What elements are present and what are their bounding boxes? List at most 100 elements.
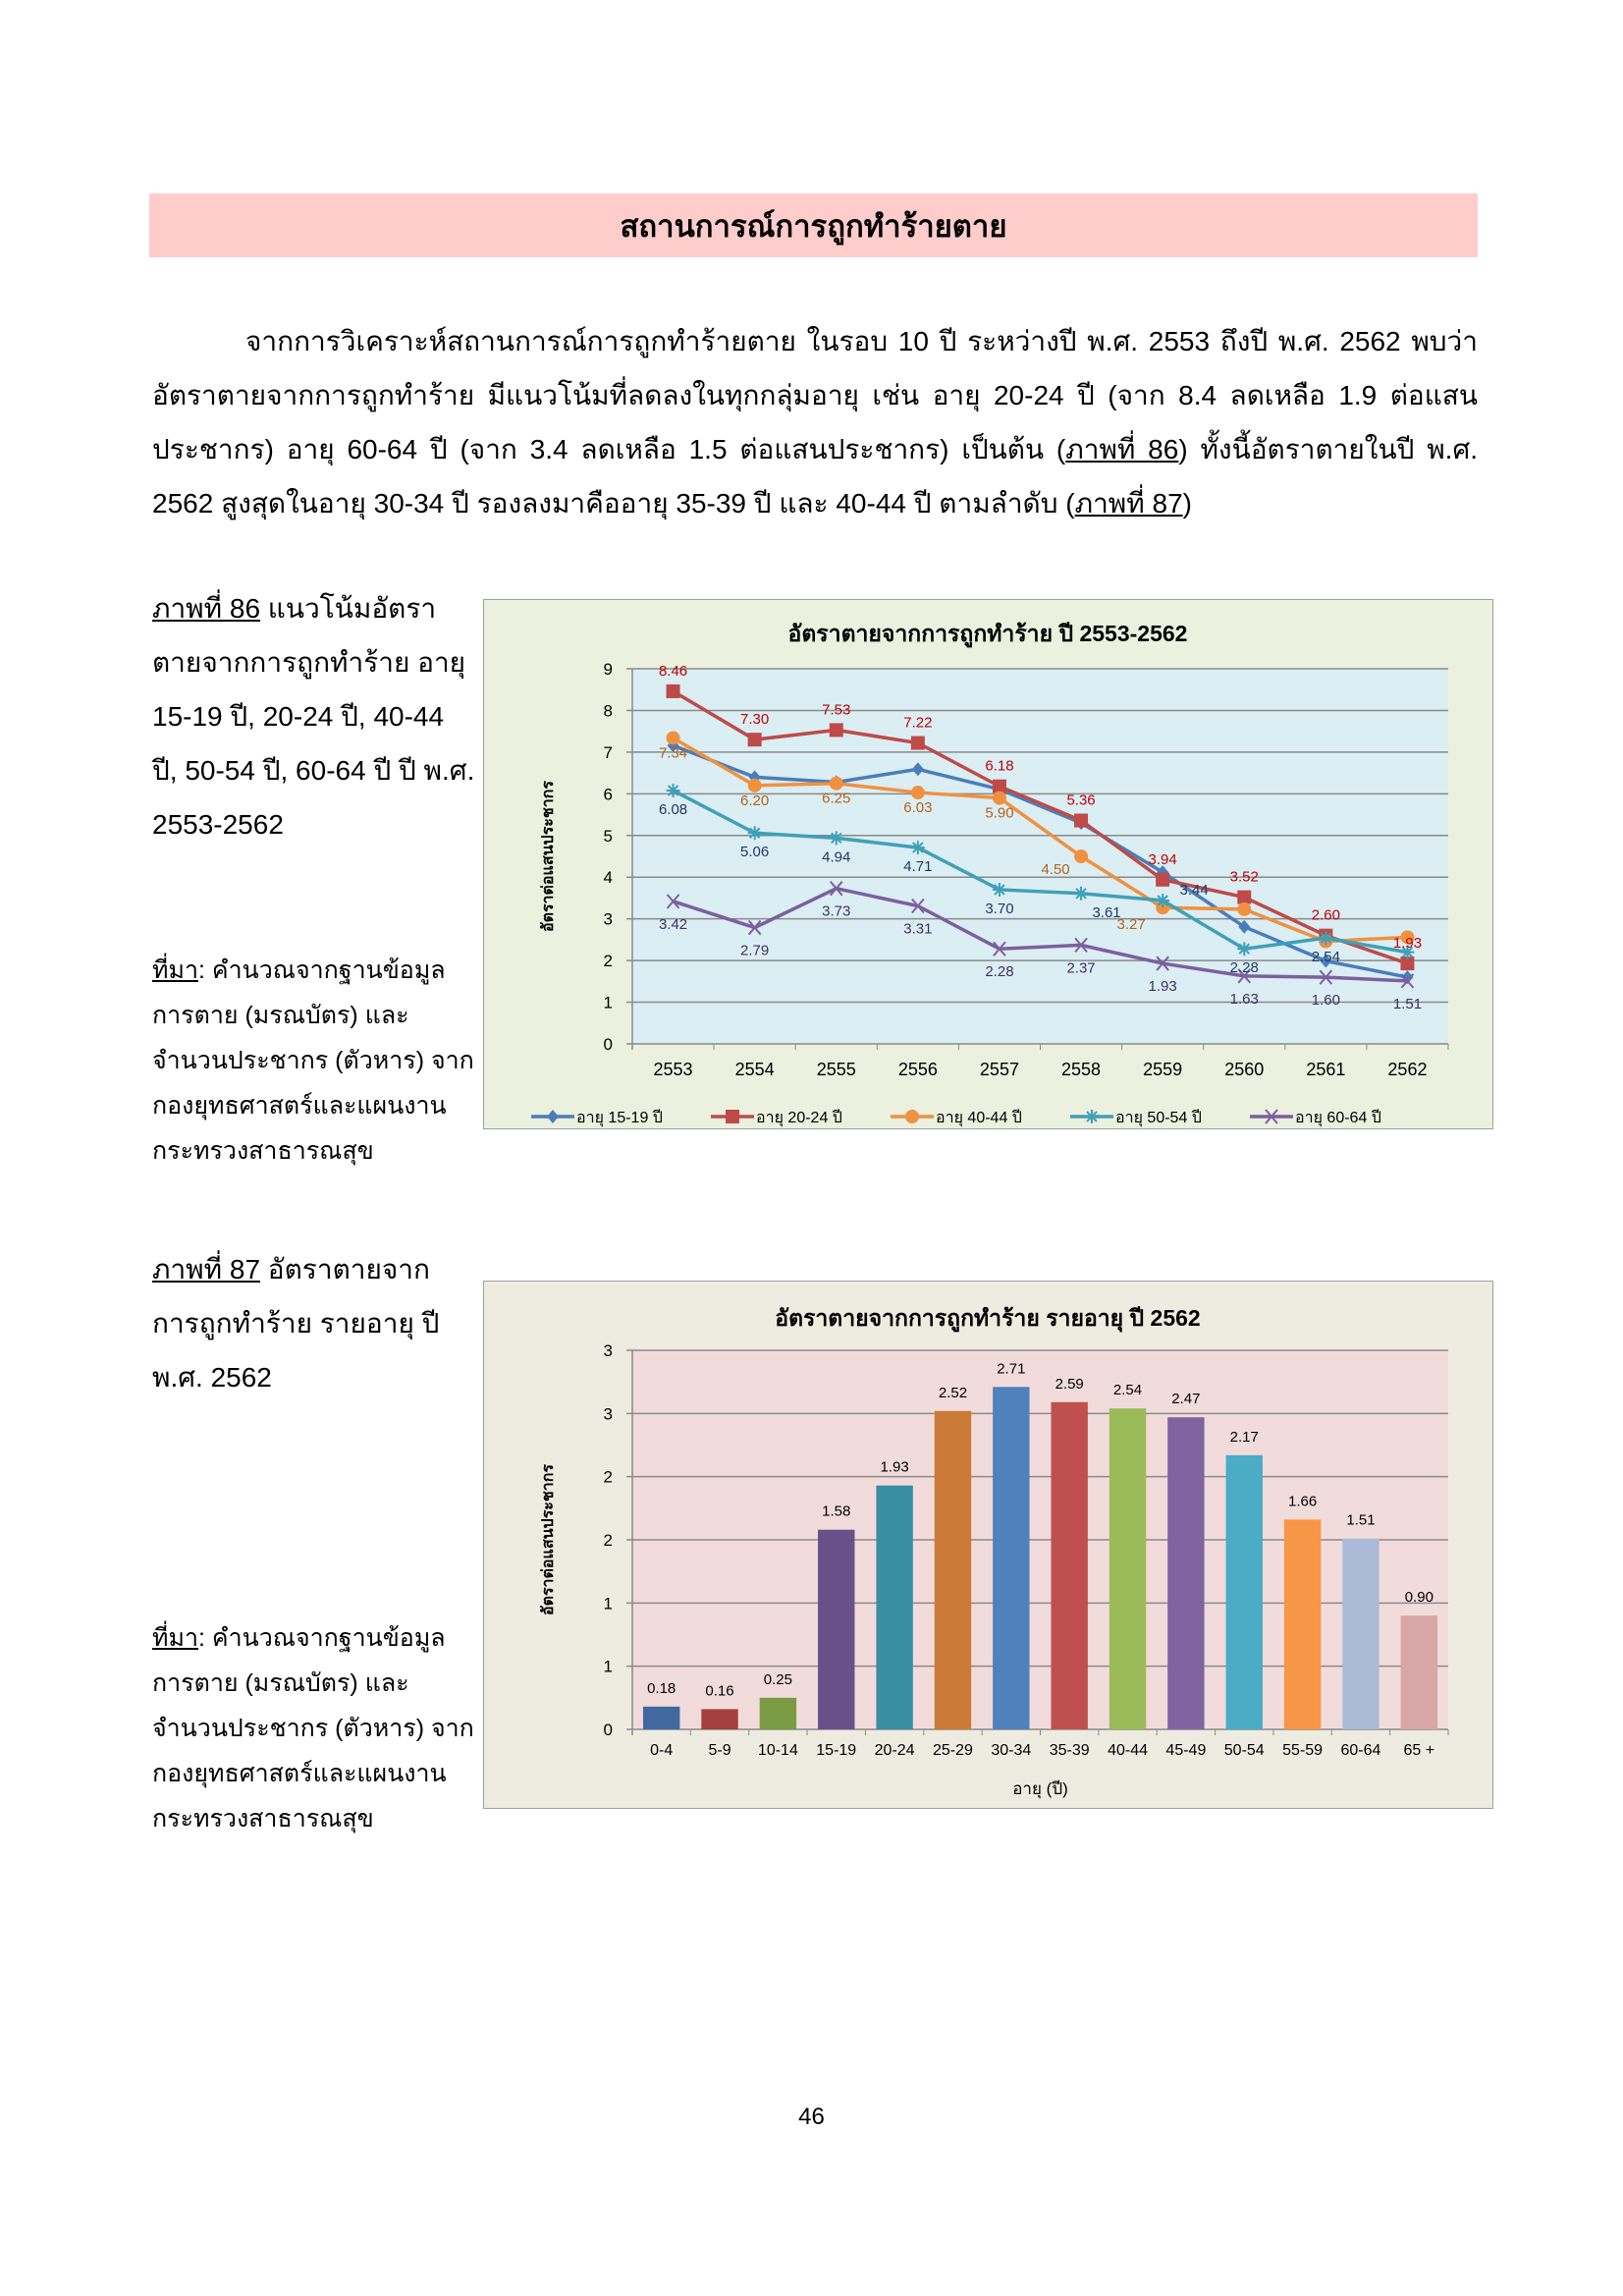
data-point [910,786,925,800]
data-label: 5.06 [740,844,769,860]
y-tick-label: 6 [604,785,613,803]
y-tick-label: 7 [604,743,613,762]
chart-title: อัตราตายจากการถูกทำร้าย รายอายุ ปี 2562 [775,1305,1200,1333]
x-tick-label: 2553 [654,1060,693,1079]
source-text: : คำนวณจากฐานข้อมูลการตาย (มรณบัตร) และจ… [152,957,474,1165]
data-point [1400,957,1415,971]
series-line-2 [672,689,1409,965]
caption-text: แนวโน้มอัตราตายจากการถูกทำร้าย อายุ 15-1… [152,593,475,840]
data-label: 3.94 [1149,851,1177,868]
y-tick-label: 3 [604,910,613,929]
y-tick-label: 2 [604,952,613,970]
data-point [829,723,843,738]
data-label: 7.34 [659,744,687,761]
y-axis-title: อัตราต่อแสนประชากร [539,1464,557,1615]
x-tick-label: 35-39 [1050,1742,1090,1759]
figure-86-source: ที่มา: คำนวณจากฐานข้อมูลการตาย (มรณบัตร)… [152,948,476,1174]
line-chart-svg: อัตราตายจากการถูกทำร้าย ปี 2553-2562 0 1 2 3… [531,621,1449,1127]
bar [759,1697,797,1729]
data-label: 2.47 [1171,1391,1200,1407]
plot-area [632,669,1448,1044]
section-title: สถานการณ์การถูกทำร้ายตาย [620,208,1007,244]
data-point [666,683,680,698]
legend-marker [905,1110,919,1123]
legend-marker [547,1110,559,1123]
data-point [1156,893,1170,907]
data-label: 3.31 [903,921,932,938]
data-label: 1.58 [822,1503,850,1520]
legend-label: อายุ 50-54 ปี [1115,1109,1202,1127]
data-point [1157,865,1169,880]
data-point [1237,890,1252,904]
data-point [1319,969,1333,985]
data-label: 2.54 [1312,949,1340,965]
data-point [829,776,843,791]
y-tick-label: 0 [604,1035,613,1054]
x-tick-label: 2556 [898,1060,938,1079]
data-label: 2.28 [1230,959,1259,976]
data-label: 4.50 [1041,861,1069,878]
data-label: 3.52 [1230,869,1259,886]
chart-title: อัตราตายจากการถูกทำร้าย ปี 2553-2562 [788,621,1188,648]
data-point [747,778,762,793]
data-point [747,919,762,936]
x-tick-label: 10-14 [758,1742,798,1759]
series-line-4 [672,789,1408,955]
data-label: 2.71 [997,1360,1025,1377]
figure-87-caption: ภาพที่ 87 อัตราตายจากการถูกทำร้าย รายอาย… [152,1242,476,1404]
data-point [911,762,924,777]
data-point [666,783,680,797]
data-label: 1.51 [1346,1512,1375,1529]
legend-label: อายุ 20-24 ปี [756,1109,842,1127]
x-tick-label: 2557 [980,1060,1019,1079]
data-point [1400,945,1415,959]
figure-86-link[interactable]: ภาพที่ 86 [1065,434,1179,465]
bar [1400,1615,1438,1729]
data-label: 1.66 [1288,1493,1317,1509]
data-label: 2.28 [985,963,1013,980]
data-point [1074,937,1088,954]
bar [642,1706,680,1729]
x-tick-label: 5-9 [708,1742,730,1759]
figure-ref: ภาพที่ 86 [152,593,261,624]
legend-marker [1265,1109,1278,1124]
data-label: 4.71 [903,858,932,875]
y-tick-label: 1 [604,994,613,1012]
data-point [992,791,1006,805]
bar [1342,1538,1380,1729]
x-tick-label: 30-34 [991,1742,1031,1759]
data-point [747,826,762,841]
data-point [666,894,680,909]
x-tick-label: 55-59 [1282,1742,1323,1759]
y-tick-label: 5 [604,827,613,846]
x-axis-title: อายุ (ปี) [1012,1779,1068,1799]
x-tick-label: 20-24 [875,1742,915,1759]
line-chart: อัตราตายจากการถูกทำร้าย ปี 2553-2562 0 1 2 3… [483,599,1493,1129]
data-label: 7.30 [740,711,769,728]
bar [876,1485,913,1729]
y-axis-title: อัตราต่อแสนประชากร [539,781,557,932]
data-label: 7.22 [903,715,932,732]
x-tick-label: 50-54 [1224,1742,1265,1759]
data-label: 3.44 [1180,882,1209,899]
data-point [993,941,1006,957]
data-label: 3.61 [1092,904,1120,921]
data-label: 1.63 [1230,991,1259,1008]
figure-87-link[interactable]: ภาพที่ 87 [1074,488,1183,519]
source-text: : คำนวณจากฐานข้อมูลการตาย (มรณบัตร) และจ… [152,1624,474,1832]
data-point [992,882,1006,897]
caption-text: อัตราตายจากการถูกทำร้าย รายอายุ ปี พ.ศ. … [152,1254,440,1393]
data-point [1400,930,1415,945]
source-label: ที่มา [152,1624,198,1652]
data-label: 1.93 [1393,935,1422,952]
data-point [1400,973,1415,989]
data-label: 2.59 [1055,1376,1084,1393]
data-point [911,898,925,914]
data-point [1237,968,1252,984]
data-point [1074,849,1089,863]
data-point [829,881,843,897]
bar [1167,1417,1205,1729]
x-tick-label: 40-44 [1108,1742,1148,1759]
data-label: 0.25 [764,1671,792,1688]
data-label: 6.25 [822,791,850,807]
